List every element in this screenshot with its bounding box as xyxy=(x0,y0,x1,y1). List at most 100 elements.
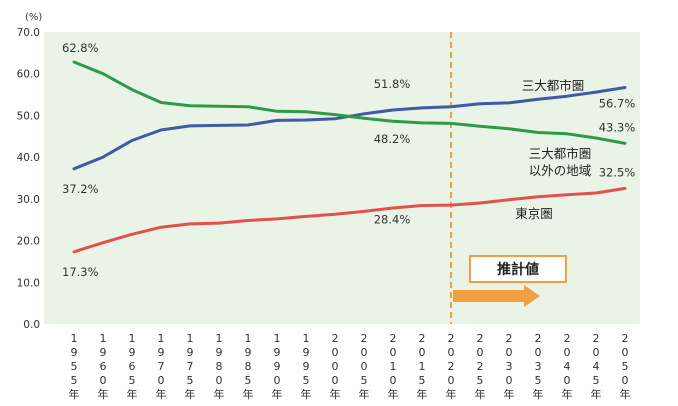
data-point xyxy=(595,137,598,140)
data-point xyxy=(247,105,250,108)
data-point xyxy=(595,91,598,94)
data-point xyxy=(247,219,250,222)
y-tick-label: 70.0 xyxy=(17,27,40,39)
data-point xyxy=(276,119,279,122)
data-point xyxy=(537,131,540,134)
series-label-line: 以外の地域 xyxy=(529,163,592,178)
data-point xyxy=(392,109,395,112)
data-point xyxy=(363,112,366,115)
data-label: 51.8% xyxy=(374,77,411,91)
data-point xyxy=(363,210,366,213)
data-point xyxy=(334,213,337,216)
data-point xyxy=(537,195,540,198)
data-point xyxy=(508,102,511,105)
series-label-line: 三大都市圏 xyxy=(529,146,592,161)
data-point xyxy=(566,193,569,196)
data-point xyxy=(102,241,105,244)
data-point xyxy=(189,124,192,127)
data-point xyxy=(421,107,424,110)
data-label: 43.3% xyxy=(599,120,636,134)
data-point xyxy=(160,226,163,229)
data-point xyxy=(160,129,163,132)
data-point xyxy=(73,167,76,170)
y-unit-label: (%) xyxy=(25,12,42,23)
data-point xyxy=(624,86,627,89)
data-point xyxy=(305,110,308,113)
data-point xyxy=(566,95,569,98)
data-point xyxy=(218,105,221,108)
data-point xyxy=(421,122,424,125)
data-label: 17.3% xyxy=(62,265,99,279)
data-point xyxy=(276,110,279,113)
data-point xyxy=(189,222,192,225)
data-point xyxy=(508,127,511,130)
data-point xyxy=(305,119,308,122)
data-point xyxy=(276,217,279,220)
data-point xyxy=(363,117,366,120)
data-point xyxy=(305,215,308,218)
data-point xyxy=(131,233,134,236)
data-point xyxy=(102,72,105,75)
data-label: 28.4% xyxy=(374,213,411,227)
data-label: 37.2% xyxy=(62,182,99,196)
data-point xyxy=(334,113,337,116)
data-point xyxy=(392,207,395,210)
projection-arrow xyxy=(453,285,540,307)
data-point xyxy=(247,124,250,127)
series-line-1 xyxy=(72,60,627,145)
data-label: 62.8% xyxy=(62,41,99,55)
data-point xyxy=(508,198,511,201)
data-point xyxy=(334,117,337,120)
data-point xyxy=(450,122,453,125)
projection-label-box xyxy=(469,255,567,283)
data-point xyxy=(479,102,482,105)
y-tick-label: 20.0 xyxy=(17,236,40,248)
data-point xyxy=(131,139,134,142)
series-line-2 xyxy=(72,186,627,254)
y-tick-label: 0.0 xyxy=(23,319,40,331)
data-point xyxy=(479,202,482,205)
data-label: 32.5% xyxy=(599,165,636,179)
data-point xyxy=(392,120,395,123)
data-point xyxy=(131,88,134,91)
data-point xyxy=(624,187,627,190)
data-label: 48.2% xyxy=(374,132,411,146)
data-point xyxy=(479,125,482,128)
data-point xyxy=(218,222,221,225)
y-tick-label: 60.0 xyxy=(17,69,40,81)
